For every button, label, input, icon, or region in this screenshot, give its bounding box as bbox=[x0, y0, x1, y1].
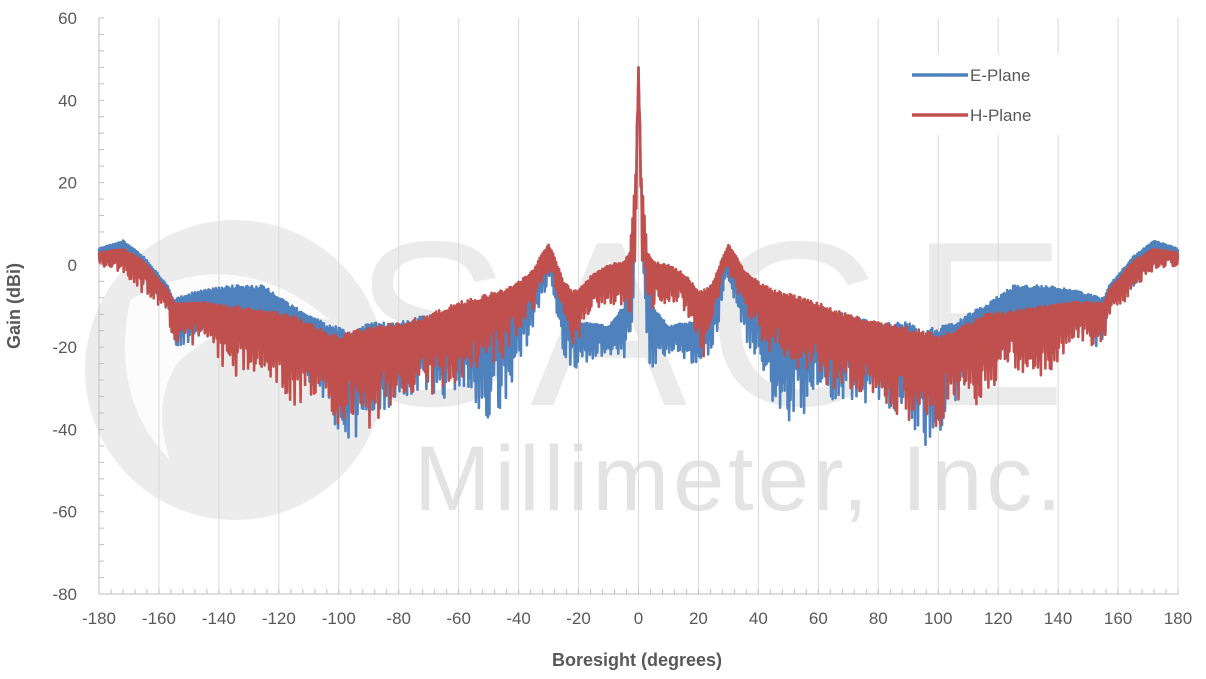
x-axis-title: Boresight (degrees) bbox=[552, 650, 722, 670]
x-tick-label-7: -40 bbox=[506, 609, 531, 628]
y-tick-label-0: -80 bbox=[52, 585, 77, 604]
x-tick-label-15: 120 bbox=[984, 609, 1012, 628]
x-tick-label-3: -120 bbox=[262, 609, 296, 628]
x-tick-label-12: 60 bbox=[809, 609, 828, 628]
x-tick-label-16: 140 bbox=[1044, 609, 1072, 628]
axes bbox=[98, 17, 1179, 595]
x-tick-label-10: 20 bbox=[689, 609, 708, 628]
x-tick-label-13: 80 bbox=[869, 609, 888, 628]
x-tick-label-8: -20 bbox=[566, 609, 591, 628]
series-layer bbox=[97, 66, 1180, 447]
y-tick-label-6: 40 bbox=[58, 91, 77, 110]
x-tick-label-2: -140 bbox=[202, 609, 236, 628]
y-tick-label-2: -40 bbox=[52, 420, 77, 439]
y-axis-title: Gain (dBi) bbox=[4, 263, 24, 349]
watermark-small-text: Millimeter, Inc. bbox=[414, 428, 1066, 530]
x-tick-label-18: 180 bbox=[1164, 609, 1192, 628]
x-tick-label-0: -180 bbox=[82, 609, 116, 628]
x-tick-label-6: -60 bbox=[446, 609, 471, 628]
x-tick-label-5: -80 bbox=[386, 609, 411, 628]
x-tick-label-9: 0 bbox=[634, 609, 643, 628]
x-tick-label-17: 160 bbox=[1104, 609, 1132, 628]
y-tick-label-3: -20 bbox=[52, 338, 77, 357]
x-tick-label-4: -100 bbox=[322, 609, 356, 628]
legend-label-0: E-Plane bbox=[970, 66, 1030, 85]
x-tick-label-1: -160 bbox=[142, 609, 176, 628]
x-tick-label-14: 100 bbox=[924, 609, 952, 628]
y-tick-label-7: 60 bbox=[58, 9, 77, 28]
x-tick-label-11: 40 bbox=[749, 609, 768, 628]
y-tick-label-4: 0 bbox=[68, 256, 77, 275]
legend-label-1: H-Plane bbox=[970, 106, 1031, 125]
y-tick-label-1: -60 bbox=[52, 503, 77, 522]
legend-box bbox=[893, 55, 1070, 135]
series-line-h-plane bbox=[97, 66, 1180, 429]
legend: E-Plane H-Plane bbox=[893, 55, 1070, 135]
y-tick-label-5: 20 bbox=[58, 174, 77, 193]
tick-labels: -180 -160 -140 -120 -100 -80 -60 -40 -20 0 20 40 60 8… bbox=[52, 9, 1192, 628]
